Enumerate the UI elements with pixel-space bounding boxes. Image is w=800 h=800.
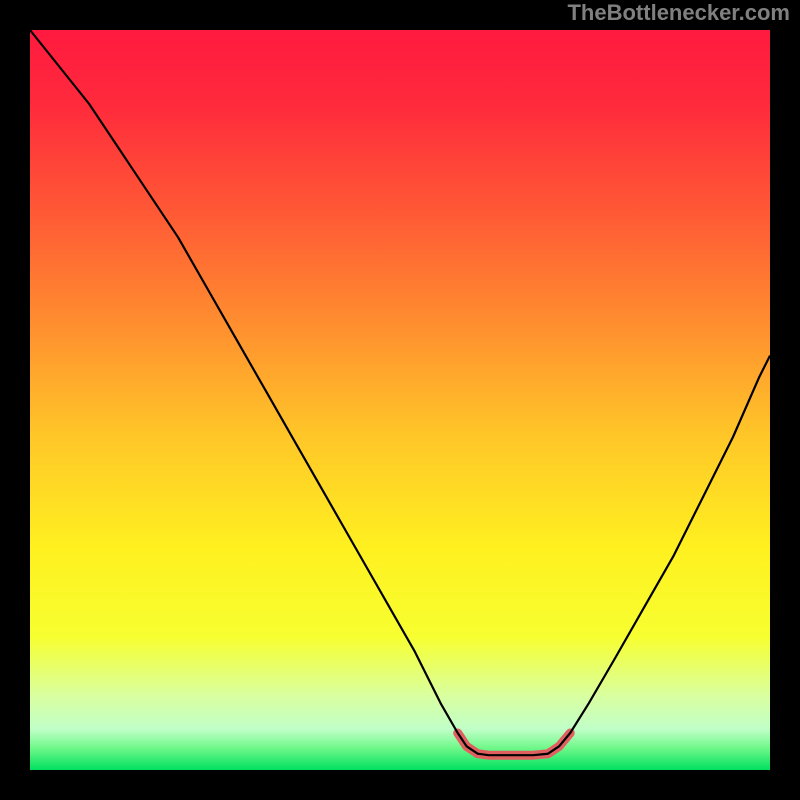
attribution-text: TheBottlenecker.com: [567, 0, 790, 26]
bottleneck-chart: [0, 0, 800, 800]
chart-container: TheBottlenecker.com: [0, 0, 800, 800]
gradient-background: [30, 30, 770, 770]
